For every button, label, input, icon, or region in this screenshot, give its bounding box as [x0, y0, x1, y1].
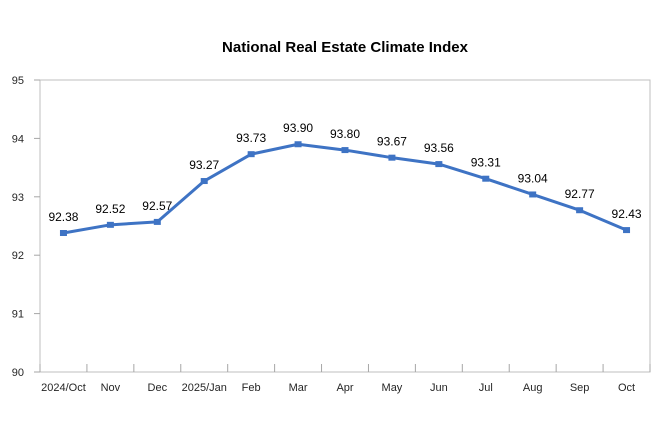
data-point-marker: [59, 230, 67, 237]
data-point-label: 93.27: [189, 158, 219, 172]
data-point-marker: [153, 218, 161, 225]
data-point-label: 92.38: [48, 210, 78, 224]
data-point-label: 93.73: [236, 131, 266, 145]
y-tick-label: 93: [12, 192, 24, 204]
x-tick-label: Feb: [242, 382, 261, 394]
data-point-marker: [529, 191, 537, 198]
y-axis-ticks: [34, 79, 40, 373]
x-tick-label: Dec: [148, 382, 168, 394]
y-tick-label: 94: [12, 133, 24, 145]
x-tick-label: Sep: [570, 382, 590, 394]
data-point-label: 92.57: [142, 199, 172, 213]
x-tick-label: Nov: [101, 382, 121, 394]
data-point-label: 92.43: [612, 207, 642, 221]
data-point-label: 93.67: [377, 135, 407, 149]
data-point-marker: [388, 154, 396, 161]
plot-area: [39, 79, 651, 373]
chart-title: National Real Estate Climate Index: [222, 39, 469, 56]
y-tick-label: 91: [12, 309, 24, 321]
data-point-marker: [482, 175, 490, 182]
data-point-marker: [341, 147, 349, 154]
x-tick-label: Jul: [479, 382, 493, 394]
data-point-marker: [576, 207, 584, 214]
data-point-marker: [623, 227, 631, 234]
y-axis-labels: 90 91 92 93 94 95: [12, 75, 24, 379]
x-tick-label: 2025/Jan: [182, 382, 227, 394]
data-point-label: 92.52: [95, 202, 125, 216]
data-point-marker: [294, 141, 302, 148]
x-tick-label: May: [382, 382, 403, 394]
data-point-label: 93.04: [518, 171, 548, 185]
data-point-label: 93.80: [330, 127, 360, 141]
y-tick-label: 92: [12, 250, 24, 262]
x-tick-label: 2024/Oct: [41, 382, 86, 394]
data-point-marker: [106, 221, 114, 228]
y-tick-label: 95: [12, 75, 24, 87]
x-tick-label: Apr: [336, 382, 353, 394]
y-tick-label: 90: [12, 367, 24, 379]
x-tick-label: Mar: [289, 382, 308, 394]
data-point-labels: 92.38 92.52 92.57 93.27 93.73 93.90 93.80 93.67…: [48, 121, 641, 224]
data-point-markers: [59, 141, 631, 237]
x-tick-label: Aug: [523, 382, 543, 394]
data-point-label: 93.56: [424, 141, 454, 155]
data-point-label: 93.90: [283, 121, 313, 135]
x-axis-labels: 2024/Oct Nov Dec 2025/Jan Feb Mar Apr May Jun Jul…: [41, 382, 635, 394]
data-point-label: 92.77: [565, 187, 595, 201]
data-point-marker: [247, 151, 255, 158]
x-tick-label: Oct: [618, 382, 635, 394]
data-point-marker: [435, 161, 443, 168]
data-point-label: 93.31: [471, 156, 501, 170]
x-tick-label: Jun: [430, 382, 448, 394]
x-axis-ticks: [39, 364, 651, 372]
data-point-marker: [200, 178, 208, 185]
